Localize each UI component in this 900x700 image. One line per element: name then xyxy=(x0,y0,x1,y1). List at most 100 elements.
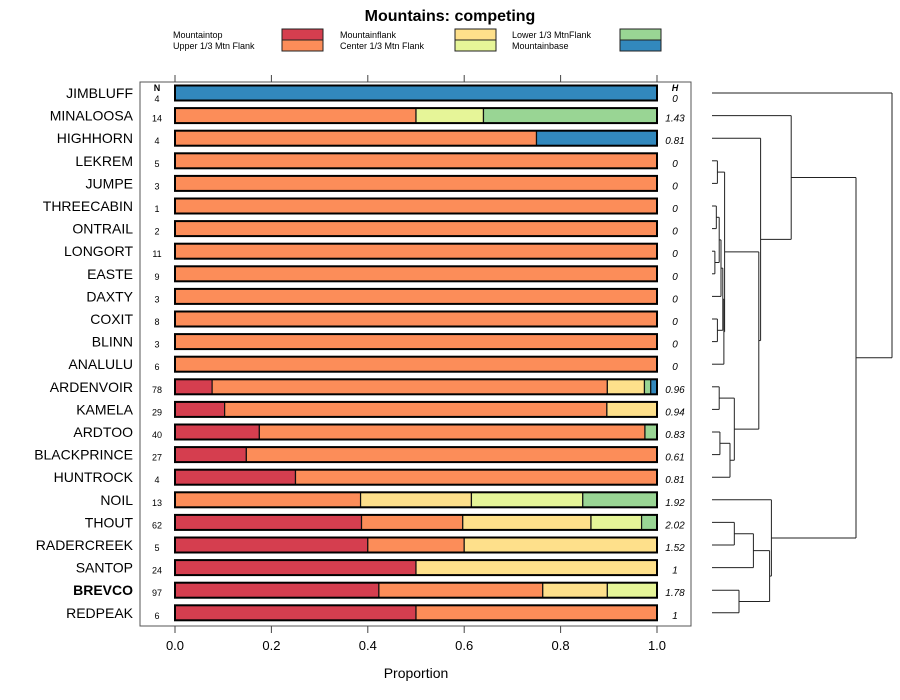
n-value: 14 xyxy=(152,114,162,124)
bar-segment xyxy=(211,378,608,395)
bar-outline xyxy=(174,423,658,441)
category-label: LEKREM xyxy=(75,153,133,169)
legend-label: Center 1/3 Mtn Flank xyxy=(340,41,425,51)
n-value: 97 xyxy=(152,588,162,598)
category-label: COXIT xyxy=(90,311,133,327)
bar-segment xyxy=(482,107,658,124)
h-value: 1.78 xyxy=(665,588,685,599)
x-tick-label: 0.4 xyxy=(359,638,377,653)
bar-outline xyxy=(174,355,658,373)
h-value: 1.43 xyxy=(665,114,685,125)
bar-outline xyxy=(174,378,658,396)
n-value: 24 xyxy=(152,566,162,576)
bar-segment xyxy=(415,604,658,621)
bar-segment xyxy=(245,446,658,463)
bar-segment xyxy=(174,197,658,215)
bar-segment xyxy=(174,536,369,554)
bar-outline xyxy=(174,468,658,486)
bar-segment xyxy=(606,378,646,395)
bar-segment xyxy=(174,333,658,350)
bar-outline xyxy=(174,265,658,283)
bar-segment xyxy=(542,582,608,599)
n-value: 8 xyxy=(154,317,159,327)
bar-segment xyxy=(640,514,658,531)
legend-swatch xyxy=(281,39,324,52)
n-value: 6 xyxy=(154,611,159,621)
bar-segment xyxy=(360,514,464,531)
bar-segment xyxy=(378,582,544,599)
bar-segment xyxy=(359,491,473,508)
n-value: 6 xyxy=(154,362,159,372)
bar-segment xyxy=(582,491,658,508)
plot-frame xyxy=(139,81,692,627)
n-value: 13 xyxy=(152,498,162,508)
bar-outline xyxy=(174,107,658,125)
legend-label: Mountainflank xyxy=(340,30,397,40)
bar-outline xyxy=(174,310,658,328)
h-value: 0 xyxy=(672,94,678,105)
bar-segment xyxy=(174,84,658,102)
n-value: 78 xyxy=(152,385,162,395)
n-value: 9 xyxy=(154,272,159,282)
bar-outline xyxy=(174,400,658,418)
bar-outline xyxy=(174,536,658,554)
h-column-header: H xyxy=(672,83,679,93)
category-label: EASTE xyxy=(87,266,133,282)
legend-swatch xyxy=(454,28,497,41)
category-label: JUMPE xyxy=(86,175,133,191)
category-label: NOIL xyxy=(100,492,133,508)
bar-segment xyxy=(174,288,658,305)
category-label: LONGORT xyxy=(64,243,133,259)
category-label: BLINN xyxy=(92,334,133,350)
n-column-header: N xyxy=(154,83,161,93)
n-value: 4 xyxy=(154,94,159,104)
bar-segment xyxy=(174,514,363,531)
h-value: 0 xyxy=(672,340,678,351)
h-value: 0.96 xyxy=(665,385,685,396)
x-tick-label: 0.8 xyxy=(552,638,570,653)
category-label: SANTOP xyxy=(76,560,133,576)
bar-segment xyxy=(224,401,608,418)
category-label: RADERCREEK xyxy=(36,537,134,553)
bar-segment xyxy=(174,559,417,576)
x-tick-label: 0.2 xyxy=(262,638,280,653)
n-value: 1 xyxy=(154,204,159,214)
n-value: 27 xyxy=(152,453,162,463)
bar-segment xyxy=(415,107,485,124)
h-value: 0 xyxy=(672,204,678,215)
bar-segment xyxy=(174,243,658,260)
bar-outline xyxy=(174,197,658,215)
h-value: 0 xyxy=(672,249,678,260)
category-label: KAMELA xyxy=(76,401,133,417)
h-value: 0 xyxy=(672,362,678,373)
x-tick-label: 0.0 xyxy=(166,638,184,653)
bar-segment xyxy=(174,491,362,508)
h-value: 0.81 xyxy=(665,475,684,486)
bar-segment xyxy=(174,423,260,441)
n-value: 11 xyxy=(152,249,161,259)
category-label: REDPEAK xyxy=(66,605,134,621)
h-value: 2.02 xyxy=(664,520,685,531)
bar-segment xyxy=(174,175,658,192)
n-value: 29 xyxy=(152,407,162,417)
bar-outline xyxy=(174,604,658,622)
x-axis-label: Proportion xyxy=(384,665,449,681)
n-value: 5 xyxy=(154,159,159,169)
legend-label: Mountainbase xyxy=(512,41,569,51)
category-label: ANALULU xyxy=(68,356,133,372)
bar-outline xyxy=(174,333,658,351)
bar-segment xyxy=(174,265,658,282)
bar-segment xyxy=(294,469,658,486)
n-value: 3 xyxy=(154,340,159,350)
category-label: THREECABIN xyxy=(43,198,133,214)
legend-label: Mountaintop xyxy=(173,30,223,40)
h-value: 0 xyxy=(672,317,678,328)
h-value: 1 xyxy=(672,566,678,577)
h-value: 1.52 xyxy=(665,543,685,554)
bar-segment xyxy=(174,356,658,373)
bar-segment xyxy=(367,536,465,554)
bar-outline xyxy=(174,513,658,531)
x-tick-label: 1.0 xyxy=(648,638,666,653)
bar-outline xyxy=(174,84,658,102)
